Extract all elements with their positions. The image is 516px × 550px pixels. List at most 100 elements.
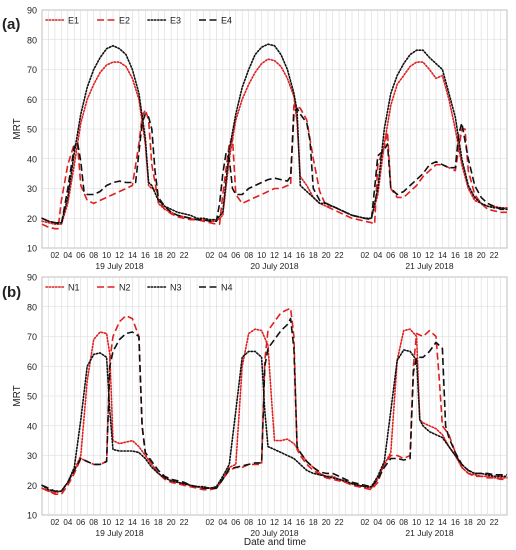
y-tick-label: 70 xyxy=(27,332,37,342)
date-label: 21 July 2018 xyxy=(405,528,453,538)
x-tick-label: 04 xyxy=(373,518,382,527)
y-tick-label: 40 xyxy=(27,154,37,164)
x-tick-label: 10 xyxy=(257,518,266,527)
x-tick-label: 04 xyxy=(218,518,227,527)
legend-label-e2: E2 xyxy=(119,16,130,26)
legend: N1 N2 N3 N4 xyxy=(45,283,233,293)
x-tick-label: 22 xyxy=(180,518,189,527)
x-tick-label: 22 xyxy=(335,251,344,260)
x-tick-label: 10 xyxy=(102,518,111,527)
legend-label-n3: N3 xyxy=(170,283,182,293)
legend-label-e1: E1 xyxy=(68,16,79,26)
x-tick-label: 14 xyxy=(128,518,137,527)
x-tick-label: 22 xyxy=(335,518,344,527)
x-tick-label: 02 xyxy=(50,518,59,527)
x-tick-label: 22 xyxy=(490,518,499,527)
x-tick-label: 12 xyxy=(115,518,124,527)
x-tick-label: 20 xyxy=(322,518,331,527)
x-tick-label: 18 xyxy=(309,518,318,527)
y-axis-label: MRT xyxy=(12,118,23,139)
date-labels: 19 July 2018 20 July 2018 21 July 2018 xyxy=(95,528,453,538)
x-tick-label: 18 xyxy=(464,518,473,527)
gridlines xyxy=(42,277,507,515)
x-tick-label: 06 xyxy=(386,251,395,260)
x-tick-label: 06 xyxy=(76,518,85,527)
x-tick-label: 16 xyxy=(296,251,305,260)
x-tick-label: 02 xyxy=(360,251,369,260)
legend-label-e3: E3 xyxy=(170,16,181,26)
y-tick-labels: 10 20 30 40 50 60 70 80 90 xyxy=(27,273,37,521)
x-tick-label: 12 xyxy=(115,251,124,260)
y-tick-label: 90 xyxy=(27,6,37,16)
series-line-n2 xyxy=(41,307,507,495)
y-tick-label: 20 xyxy=(27,481,37,491)
date-label: 20 July 2018 xyxy=(250,261,298,271)
date-label: 19 July 2018 xyxy=(95,528,143,538)
x-tick-label: 20 xyxy=(477,251,486,260)
series-line-e4 xyxy=(41,107,507,225)
y-tick-label: 80 xyxy=(27,302,37,312)
x-tick-label: 18 xyxy=(154,518,163,527)
series-line-n1 xyxy=(41,328,508,494)
x-tick-label: 18 xyxy=(464,251,473,260)
x-tick-label: 20 xyxy=(477,518,486,527)
legend-label-n2: N2 xyxy=(119,283,131,293)
x-tick-label: 06 xyxy=(386,518,395,527)
x-tick-label: 16 xyxy=(451,518,460,527)
x-tick-label: 04 xyxy=(218,251,227,260)
x-tick-label: 02 xyxy=(205,518,214,527)
x-tick-label: 14 xyxy=(128,251,137,260)
date-label: 19 July 2018 xyxy=(95,261,143,271)
date-labels: 19 July 2018 20 July 2018 21 July 2018 xyxy=(95,261,453,271)
date-label: 20 July 2018 xyxy=(250,528,298,538)
x-tick-label: 20 xyxy=(167,251,176,260)
x-axis-label: Date and time xyxy=(244,537,307,548)
x-tick-label: 16 xyxy=(141,518,150,527)
legend: E1 E2 E3 E4 xyxy=(45,16,232,26)
x-tick-label: 16 xyxy=(141,251,150,260)
panel-label: (b) xyxy=(2,284,21,301)
date-label: 21 July 2018 xyxy=(405,261,453,271)
y-tick-label: 50 xyxy=(27,125,37,135)
x-tick-label: 04 xyxy=(373,251,382,260)
x-tick-label: 12 xyxy=(425,518,434,527)
x-tick-label: 04 xyxy=(63,251,72,260)
x-tick-label: 06 xyxy=(231,518,240,527)
x-tick-label: 08 xyxy=(399,251,408,260)
x-tick-label: 14 xyxy=(283,251,292,260)
x-tick-label: 12 xyxy=(270,251,279,260)
legend-label-e4: E4 xyxy=(221,16,232,26)
y-tick-label: 70 xyxy=(27,65,37,75)
series-line-e3 xyxy=(41,43,508,224)
y-tick-label: 20 xyxy=(27,214,37,224)
y-tick-label: 60 xyxy=(27,362,37,372)
x-tick-labels: 02 04 06 08 10 12 14 16 18 20 22 02 04 06 08 10 12 14 16 18… xyxy=(50,251,499,260)
x-tick-label: 16 xyxy=(296,518,305,527)
chart-panel-b: 10 20 30 40 50 60 70 80 90 02 04 06 08 10 12 14 16 18 20 2… xyxy=(2,273,508,538)
x-tick-label: 16 xyxy=(451,251,460,260)
x-tick-label: 10 xyxy=(412,518,421,527)
x-tick-label: 20 xyxy=(167,518,176,527)
x-tick-label: 12 xyxy=(270,518,279,527)
chart-panel-a: 10 20 30 40 50 60 70 80 90 02 04 06 08 10 12 14 16 18 20 2… xyxy=(2,6,508,271)
x-tick-label: 22 xyxy=(180,251,189,260)
y-axis-label: MRT xyxy=(12,385,23,406)
series-lines xyxy=(41,307,508,495)
x-tick-label: 02 xyxy=(360,518,369,527)
gridlines xyxy=(42,10,507,248)
y-tick-label: 10 xyxy=(27,511,37,521)
y-tick-label: 40 xyxy=(27,421,37,431)
y-tick-labels: 10 20 30 40 50 60 70 80 90 xyxy=(27,6,37,254)
y-tick-label: 10 xyxy=(27,244,37,254)
y-tick-label: 30 xyxy=(27,451,37,461)
x-tick-label: 06 xyxy=(76,251,85,260)
x-tick-label: 14 xyxy=(283,518,292,527)
y-tick-label: 30 xyxy=(27,184,37,194)
y-tick-label: 60 xyxy=(27,95,37,105)
series-line-e1 xyxy=(41,58,508,225)
series-line-e2 xyxy=(41,104,507,230)
x-tick-label: 10 xyxy=(257,251,266,260)
x-tick-labels: 02 04 06 08 10 12 14 16 18 20 22 02 04 06 08 10 12 14 16 18… xyxy=(50,518,499,527)
x-tick-label: 08 xyxy=(244,251,253,260)
